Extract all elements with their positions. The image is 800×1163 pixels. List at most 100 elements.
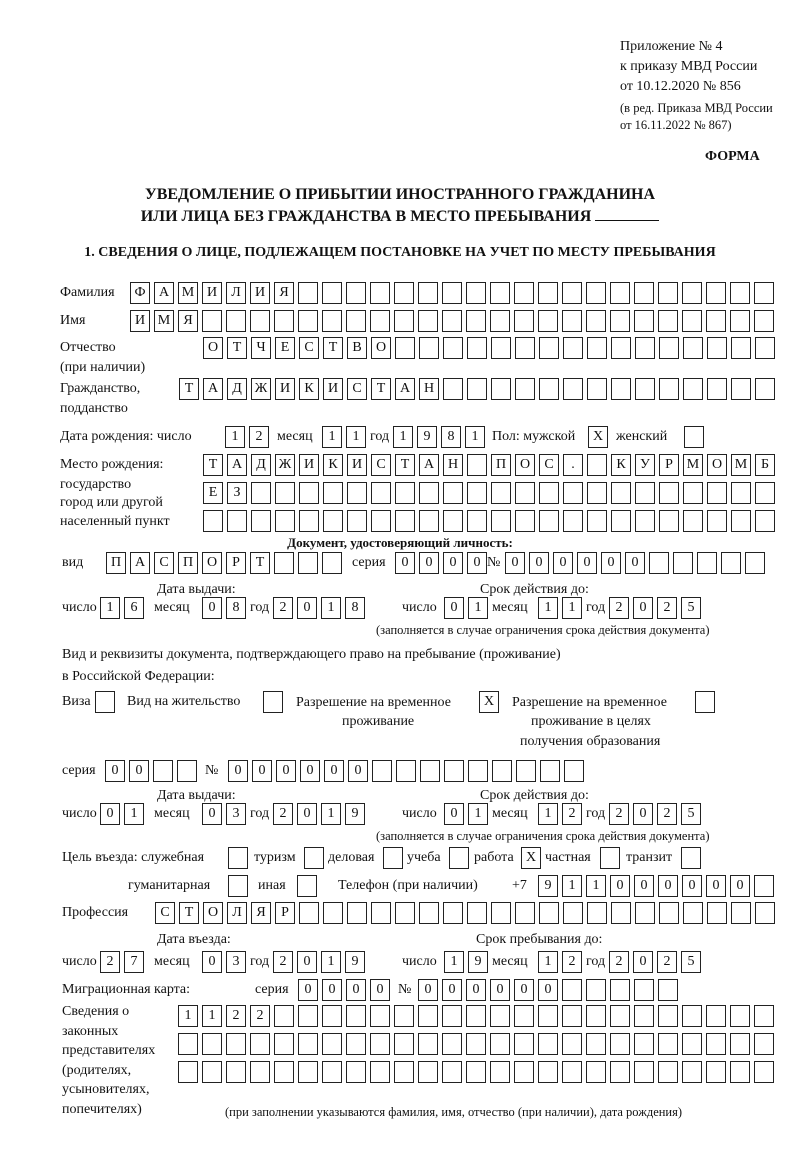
name-box[interactable] (418, 310, 438, 332)
number-box[interactable] (634, 979, 654, 1001)
birthplace-box[interactable] (563, 510, 583, 532)
year-box[interactable]: 0 (633, 803, 653, 825)
name-box[interactable] (706, 310, 726, 332)
year-box[interactable]: 2 (657, 597, 677, 619)
day-box[interactable]: 2 (249, 426, 269, 448)
month-box[interactable]: 1 (346, 426, 366, 448)
birthplace-box[interactable]: Р (659, 454, 679, 476)
citizenship-box[interactable] (755, 378, 775, 400)
patronymic-box[interactable] (611, 337, 631, 359)
representative-box[interactable]: 1 (178, 1005, 198, 1027)
birthplace-box[interactable] (395, 482, 415, 504)
birthplace-box[interactable] (395, 510, 415, 532)
doc-type-box[interactable]: П (106, 552, 126, 574)
month-box[interactable]: 1 (322, 426, 342, 448)
birthplace-box[interactable] (731, 482, 751, 504)
representative-box[interactable] (466, 1061, 486, 1083)
name-box[interactable] (466, 310, 486, 332)
representative-box[interactable] (442, 1061, 462, 1083)
female-checkbox[interactable] (684, 426, 704, 448)
doc-type-box[interactable] (298, 552, 318, 574)
surname-box[interactable]: И (250, 282, 270, 304)
citizenship-box[interactable] (515, 378, 535, 400)
representative-box[interactable] (754, 1033, 774, 1055)
patronymic-box[interactable] (539, 337, 559, 359)
year-box[interactable]: 8 (345, 597, 365, 619)
representative-box[interactable] (682, 1033, 702, 1055)
year-box[interactable]: 2 (657, 951, 677, 973)
number-box[interactable]: 0 (514, 979, 534, 1001)
month-box[interactable]: 1 (538, 597, 558, 619)
series-box[interactable]: 0 (298, 979, 318, 1001)
number-box[interactable]: 0 (466, 979, 486, 1001)
surname-box[interactable] (658, 282, 678, 304)
name-box[interactable] (562, 310, 582, 332)
citizenship-box[interactable] (659, 378, 679, 400)
name-box[interactable] (274, 310, 294, 332)
profession-box[interactable] (755, 902, 775, 924)
birthplace-box[interactable]: С (539, 454, 559, 476)
profession-box[interactable] (611, 902, 631, 924)
representative-box[interactable] (298, 1033, 318, 1055)
citizenship-box[interactable] (731, 378, 751, 400)
birthplace-box[interactable] (707, 510, 727, 532)
series-box[interactable]: 0 (467, 552, 487, 574)
number-box[interactable]: 0 (625, 552, 645, 574)
name-box[interactable]: И (130, 310, 150, 332)
profession-box[interactable] (347, 902, 367, 924)
patronymic-box[interactable] (755, 337, 775, 359)
patronymic-box[interactable] (563, 337, 583, 359)
number-box[interactable] (658, 979, 678, 1001)
birthplace-box[interactable]: О (515, 454, 535, 476)
patronymic-box[interactable]: Т (227, 337, 247, 359)
profession-box[interactable] (563, 902, 583, 924)
birthplace-box[interactable]: Н (443, 454, 463, 476)
birthplace-box[interactable] (299, 482, 319, 504)
year-box[interactable]: 2 (273, 803, 293, 825)
patronymic-box[interactable] (731, 337, 751, 359)
birthplace-box[interactable]: Д (251, 454, 271, 476)
surname-box[interactable] (370, 282, 390, 304)
patronymic-box[interactable] (491, 337, 511, 359)
profession-box[interactable]: Л (227, 902, 247, 924)
profession-box[interactable] (443, 902, 463, 924)
birthplace-box[interactable] (299, 510, 319, 532)
representative-box[interactable] (250, 1033, 270, 1055)
birthplace-box[interactable]: М (731, 454, 751, 476)
citizenship-box[interactable]: А (203, 378, 223, 400)
citizenship-box[interactable] (707, 378, 727, 400)
year-box[interactable]: 2 (609, 597, 629, 619)
birthplace-box[interactable] (347, 482, 367, 504)
patronymic-box[interactable]: Ч (251, 337, 271, 359)
birthplace-box[interactable]: А (419, 454, 439, 476)
patronymic-box[interactable]: О (203, 337, 223, 359)
patronymic-box[interactable]: Е (275, 337, 295, 359)
representative-box[interactable] (418, 1005, 438, 1027)
representative-box[interactable] (346, 1061, 366, 1083)
citizenship-box[interactable] (467, 378, 487, 400)
profession-box[interactable] (659, 902, 679, 924)
doc-type-box[interactable]: Т (250, 552, 270, 574)
birthplace-box[interactable]: А (227, 454, 247, 476)
visa-checkbox[interactable] (95, 691, 115, 713)
birthplace-box[interactable]: П (491, 454, 511, 476)
representative-box[interactable] (202, 1033, 222, 1055)
citizenship-box[interactable] (539, 378, 559, 400)
surname-box[interactable] (586, 282, 606, 304)
year-box[interactable]: 1 (465, 426, 485, 448)
profession-box[interactable] (323, 902, 343, 924)
year-box[interactable]: 1 (321, 803, 341, 825)
citizenship-box[interactable] (443, 378, 463, 400)
representative-box[interactable] (730, 1033, 750, 1055)
representative-box[interactable] (226, 1033, 246, 1055)
representative-box[interactable] (394, 1005, 414, 1027)
birthplace-box[interactable] (419, 510, 439, 532)
series-box[interactable]: 0 (370, 979, 390, 1001)
year-box[interactable]: 0 (297, 803, 317, 825)
patronymic-box[interactable]: В (347, 337, 367, 359)
citizenship-box[interactable]: К (299, 378, 319, 400)
doc-type-box[interactable]: П (178, 552, 198, 574)
birthplace-box[interactable]: С (371, 454, 391, 476)
year-box[interactable]: 1 (393, 426, 413, 448)
birthplace-box[interactable]: Е (203, 482, 223, 504)
